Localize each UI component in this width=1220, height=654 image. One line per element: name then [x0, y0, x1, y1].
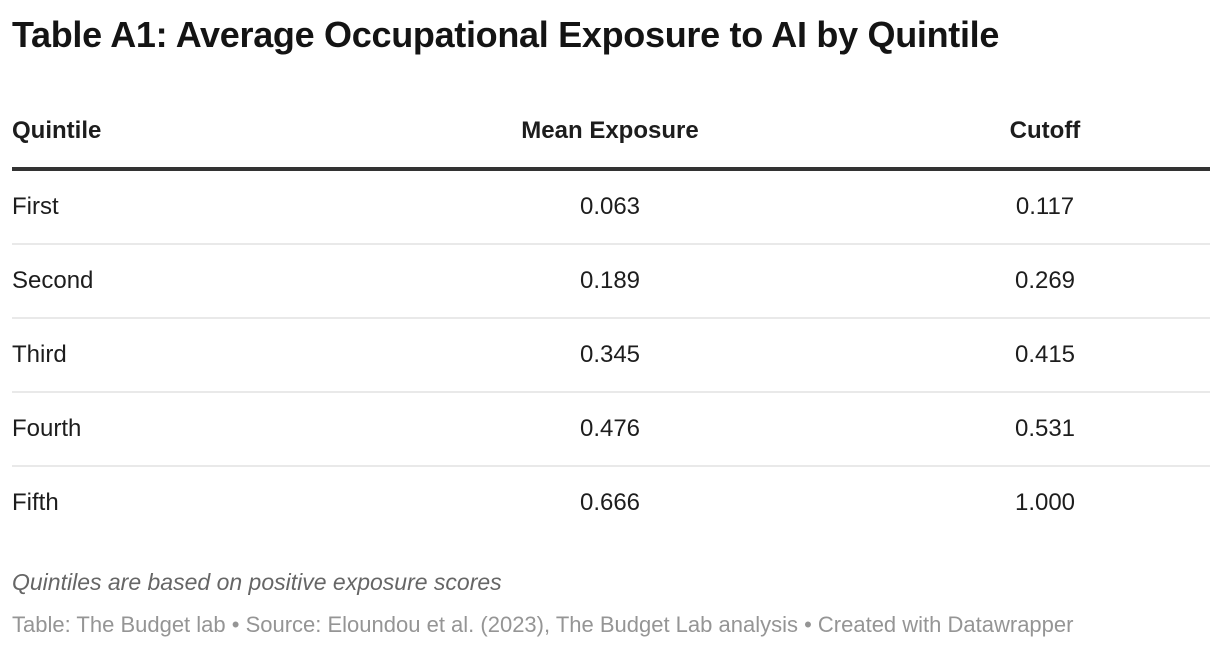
page-title: Table A1: Average Occupational Exposure … — [12, 14, 1000, 55]
cell-quintile: First — [12, 169, 340, 246]
cell-quintile: Fifth — [12, 489, 59, 517]
cell-mean-exposure: 0.063 — [340, 169, 880, 246]
table-card: Table A1: Average Occupational Exposure … — [12, 14, 1210, 638]
table-row: First 0.063 0.117 — [12, 169, 1210, 246]
cell-cutoff: 0.531 — [880, 392, 1210, 468]
attribution-line: Table: The Budget lab • Source: Eloundou… — [12, 612, 1074, 638]
column-header-cutoff: Cutoff — [880, 117, 1210, 172]
table-header-row: Quintile Mean Exposure Cutoff — [12, 117, 1210, 172]
cell-mean-exposure: 0.476 — [340, 392, 880, 468]
cell-cutoff: 1.000 — [1014, 489, 1076, 517]
cell-mean-exposure: 0.666 — [579, 489, 641, 517]
table-row: Third 0.345 0.415 — [12, 318, 1210, 394]
cell-mean-exposure: 0.189 — [340, 244, 880, 320]
table-row: Fourth 0.476 0.531 — [12, 392, 1210, 468]
column-header-mean-exposure: Mean Exposure — [340, 117, 880, 172]
table-footnote: Quintiles are based on positive exposure… — [12, 569, 502, 596]
cell-cutoff: 0.117 — [880, 169, 1210, 246]
table-row: Fifth 0.666 1.000 — [12, 466, 1210, 539]
cell-cutoff: 0.415 — [880, 318, 1210, 394]
cell-cutoff: 0.269 — [880, 244, 1210, 320]
table-row: Second 0.189 0.269 — [12, 244, 1210, 320]
cell-quintile: Fourth — [12, 392, 340, 468]
cell-mean-exposure: 0.345 — [340, 318, 880, 394]
column-header-quintile: Quintile — [12, 117, 340, 172]
cell-quintile: Second — [12, 244, 340, 320]
quintile-exposure-table: Quintile Mean Exposure Cutoff First 0.06… — [12, 117, 1210, 539]
cell-quintile: Third — [12, 318, 340, 394]
